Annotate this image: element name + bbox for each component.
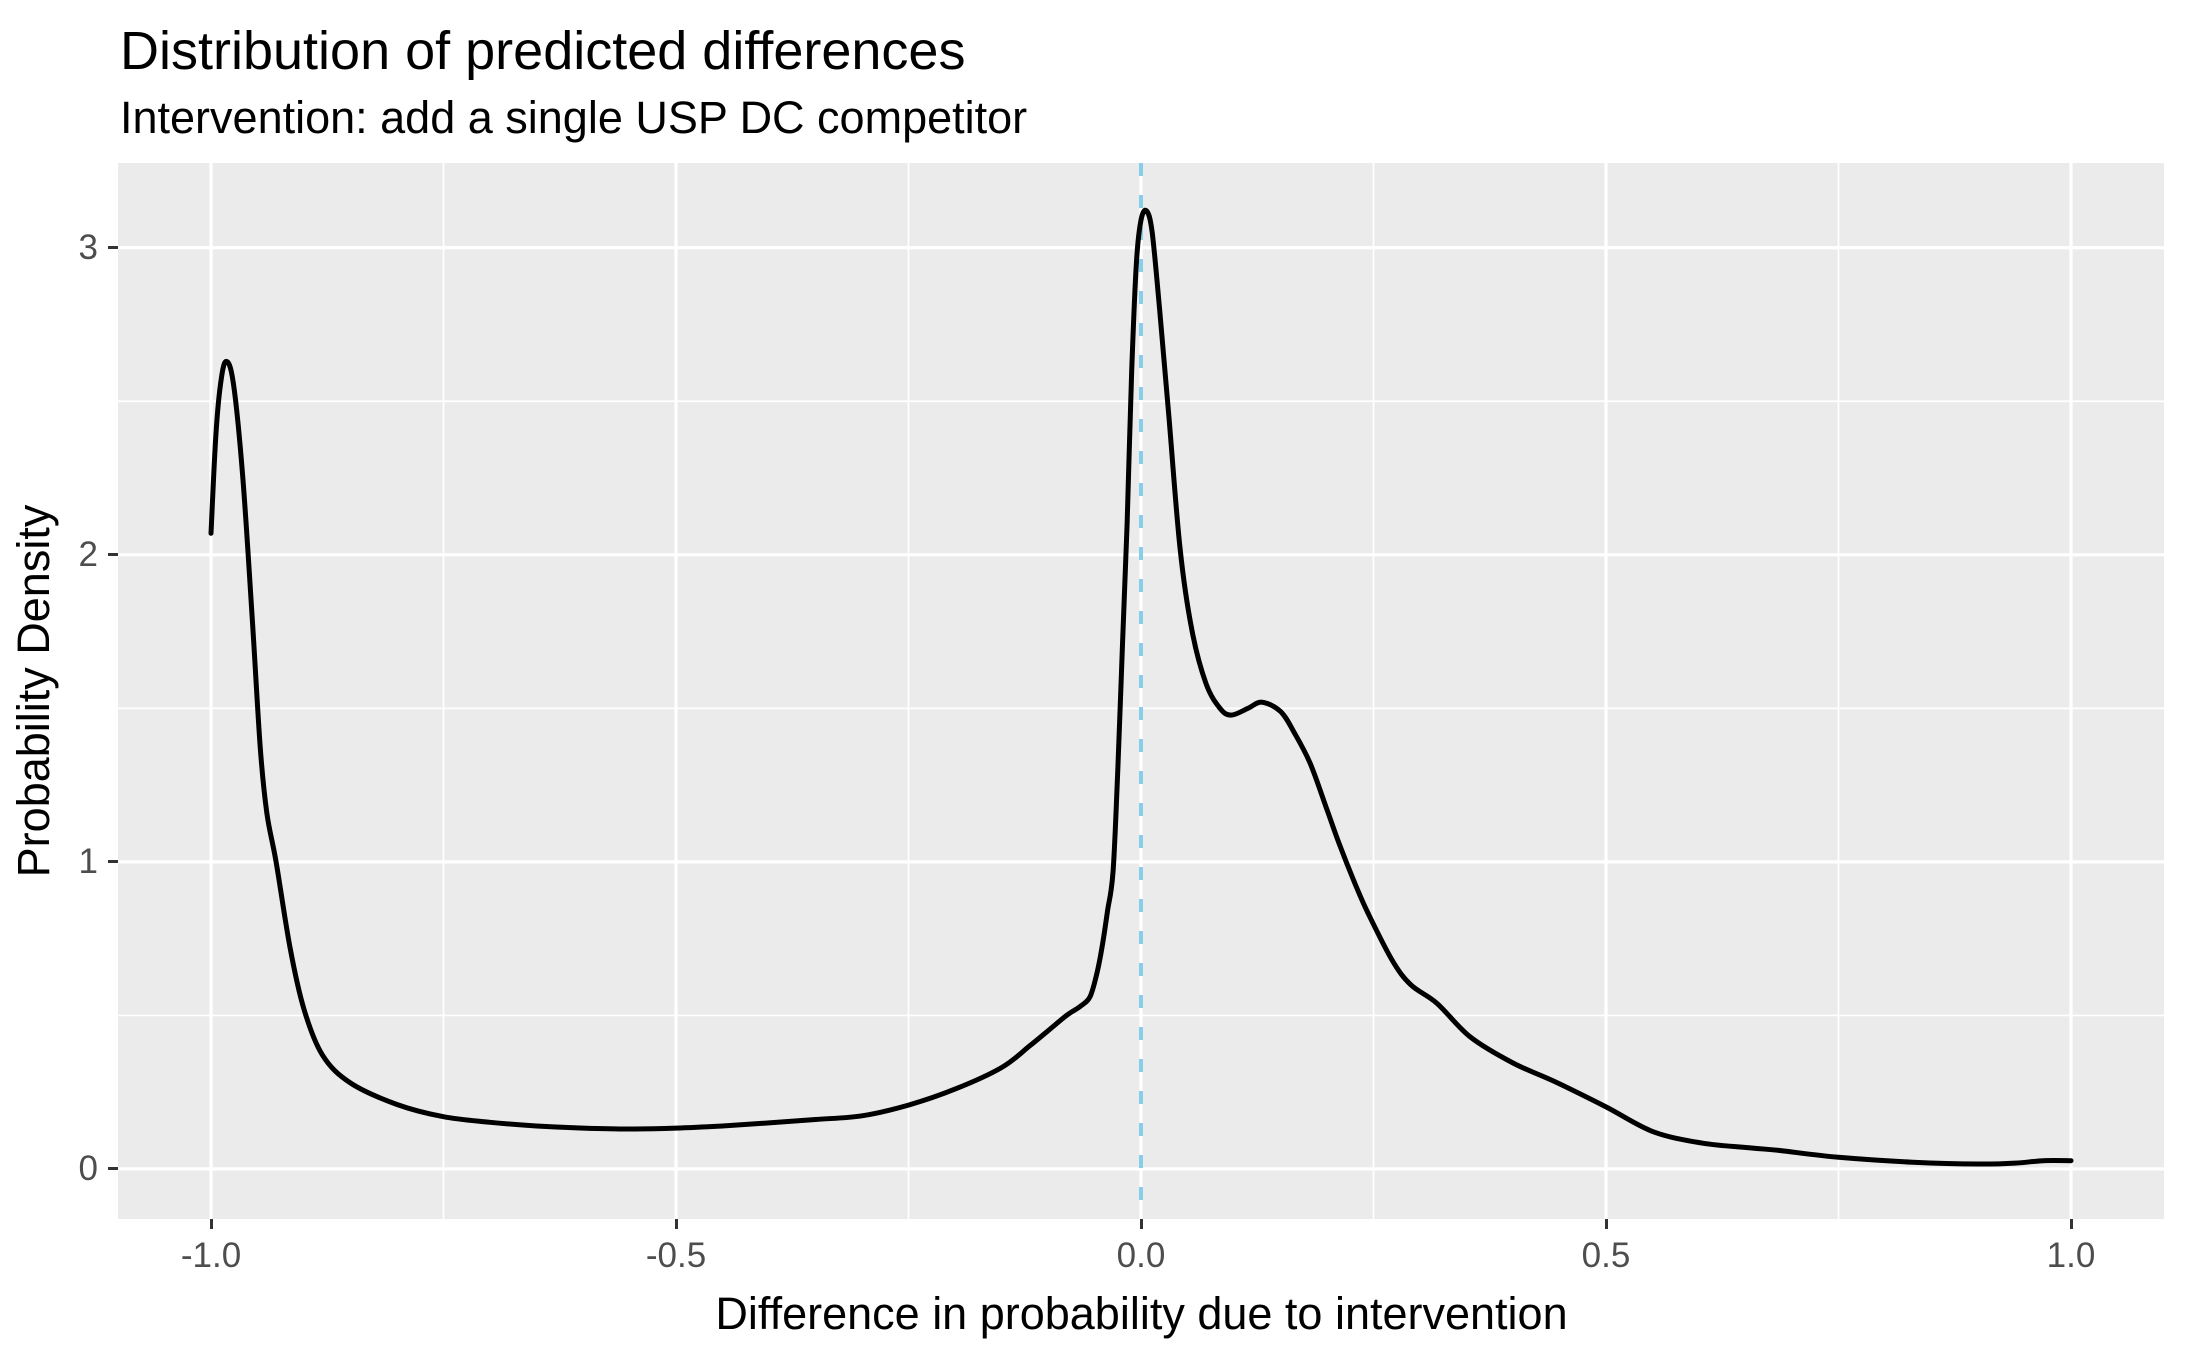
x-tick-label: -1.0 xyxy=(180,1236,242,1275)
y-tick-mark xyxy=(108,1167,118,1171)
plot-canvas xyxy=(118,163,2164,1219)
x-tick-mark xyxy=(1604,1219,1608,1229)
x-tick-mark xyxy=(1139,1219,1143,1229)
density-curve xyxy=(208,207,2074,1167)
x-tick-label: 1.0 xyxy=(2046,1236,2096,1275)
x-axis-title: Difference in probability due to interve… xyxy=(715,1288,1568,1339)
x-tick-mark xyxy=(209,1219,213,1229)
x-tick-label: 0.5 xyxy=(1581,1236,1631,1275)
y-tick-label: 3 xyxy=(78,227,98,267)
density-curve-path xyxy=(208,207,2074,1167)
y-tick-mark xyxy=(108,246,118,250)
x-tick-label: -0.5 xyxy=(645,1236,707,1275)
plot-title: Distribution of predicted differences xyxy=(120,21,966,81)
y-tick-mark xyxy=(108,860,118,864)
y-tick-mark xyxy=(108,553,118,557)
x-tick-mark xyxy=(674,1219,678,1229)
major-gridlines xyxy=(118,163,2164,1219)
y-tick-label: 0 xyxy=(78,1148,98,1188)
y-tick-label: 2 xyxy=(78,534,98,574)
y-axis-title: Probability Density xyxy=(8,504,59,878)
plot-subtitle: Intervention: add a single USP DC compet… xyxy=(120,92,1028,143)
plot-panel xyxy=(118,163,2164,1219)
x-tick-label: 0.0 xyxy=(1116,1236,1166,1275)
x-tick-mark xyxy=(2069,1219,2073,1229)
y-tick-label: 1 xyxy=(78,841,98,881)
